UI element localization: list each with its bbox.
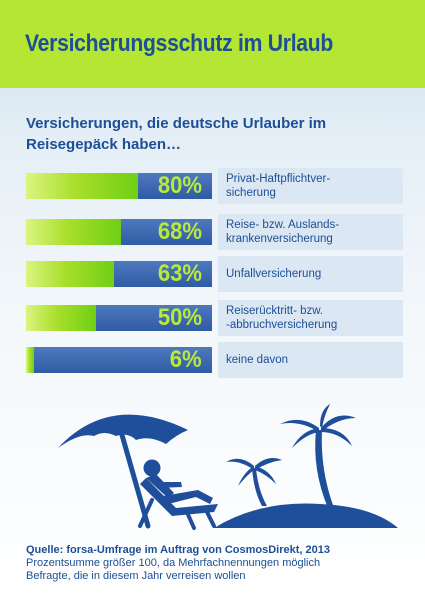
category-label-box: Reise- bzw. Auslands-krankenversicherung — [218, 214, 403, 250]
bar-fill — [26, 347, 34, 373]
category-label: keine davon — [226, 342, 396, 378]
chart-row: 68% Reise- bzw. Auslands-krankenversicher… — [26, 214, 406, 250]
bar-value-label: 68% — [157, 218, 202, 245]
category-label-line: Unfallversicherung — [226, 268, 322, 280]
chart-row: 6% keine davon — [26, 342, 406, 378]
bar-value-label: 63% — [157, 260, 202, 287]
palm-island-icon — [214, 404, 398, 528]
category-label: Privat-Haftpflichtver-sicherung — [226, 168, 396, 204]
category-label-line: -abbruchversicherung — [226, 319, 338, 331]
source-note: Quelle: forsa-Umfrage im Auftrag von Cos… — [26, 544, 406, 583]
category-label-line: krankenversicherung — [226, 233, 333, 245]
category-label-lines: Reiserücktritt- bzw. -abbruchversicherung — [226, 304, 337, 332]
bar-value-label: 6% — [170, 346, 202, 373]
category-label-line: sicherung — [226, 187, 276, 199]
bar-value-label: 80% — [157, 172, 202, 199]
category-label-box: Reiserücktritt- bzw. -abbruchversicherung — [218, 300, 403, 336]
source-note-line-2: Befragte, die in diesem Jahr verreisen w… — [26, 570, 246, 582]
bar-fill — [26, 261, 114, 287]
source-title: Quelle: forsa-Umfrage im Auftrag von Cos… — [26, 544, 331, 556]
header-banner: Versicherungsschutz im Urlaub — [0, 0, 425, 88]
category-label: Reiserücktritt- bzw. -abbruchversicherung — [226, 300, 396, 336]
chart-title: Versicherungen, die deutsche Urlauber im… — [26, 115, 327, 153]
chart-row: 50% Reiserücktritt- bzw. -abbruchversicher… — [26, 300, 406, 336]
category-label-lines: Unfallversicherung — [226, 267, 321, 281]
bar-track: 63% — [26, 261, 212, 287]
person-in-deckchair-icon — [138, 459, 218, 530]
chart-row: 80% Privat-Haftpflichtver-sicherung — [26, 168, 406, 204]
category-label-lines: Reise- bzw. Auslands-krankenversicherung — [226, 218, 339, 246]
beach-umbrella-icon — [58, 414, 188, 529]
page-title: Versicherungsschutz im Urlaub — [25, 30, 334, 57]
category-label: Unfallversicherung — [226, 256, 396, 292]
bar-track: 68% — [26, 219, 212, 245]
category-label-box: keine davon — [218, 342, 403, 378]
bar-track: 50% — [26, 305, 212, 331]
category-label-line: keine davon — [226, 354, 289, 366]
category-label-lines: keine davon — [226, 353, 288, 367]
bar-track: 6% — [26, 347, 212, 373]
bar-value-label: 50% — [157, 304, 202, 331]
category-label: Reise- bzw. Auslands-krankenversicherung — [226, 214, 396, 250]
bar-fill — [26, 305, 96, 331]
bar-fill — [26, 173, 138, 199]
bar-track: 80% — [26, 173, 212, 199]
category-label-box: Unfallversicherung — [218, 256, 403, 292]
source-note-line-1: Prozentsumme größer 100, da Mehrfachnenn… — [26, 557, 321, 569]
category-label-line: Reiserücktritt- bzw. — [226, 305, 324, 317]
bar-fill — [26, 219, 121, 245]
category-label-line: Reise- bzw. Auslands- — [226, 219, 340, 231]
category-label-box: Privat-Haftpflichtver-sicherung — [218, 168, 403, 204]
category-label-lines: Privat-Haftpflichtver-sicherung — [226, 172, 330, 200]
category-label-line: Privat-Haftpflichtver- — [226, 173, 331, 185]
beach-illustration — [58, 404, 398, 530]
chart-row: 63% Unfallversicherung — [26, 256, 406, 292]
